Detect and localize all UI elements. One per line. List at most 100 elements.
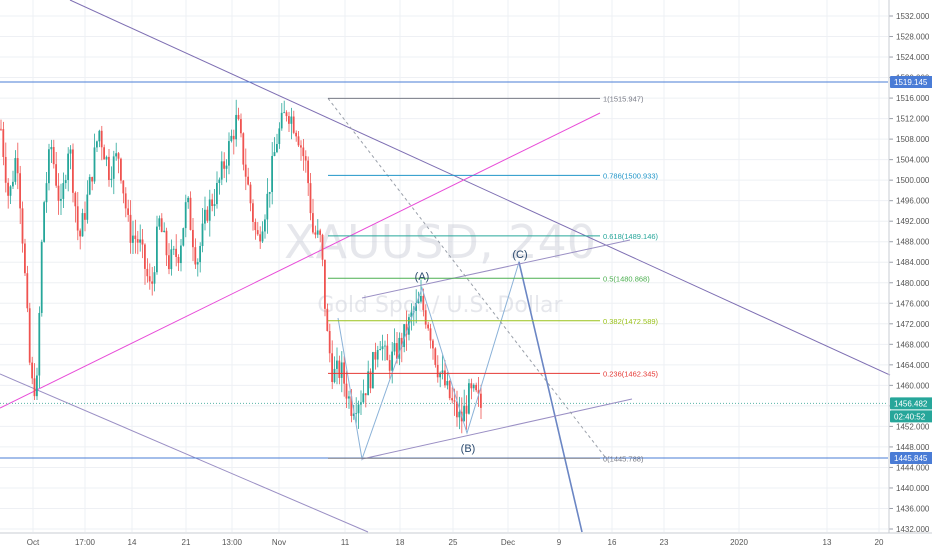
channel-lower-line	[361, 398, 633, 460]
y-tick-label: 1444.000	[896, 463, 930, 472]
candle-body	[165, 230, 168, 256]
candle-body	[403, 324, 405, 348]
candle-body	[249, 184, 252, 204]
candle-body	[115, 153, 117, 157]
candle-body	[480, 393, 482, 408]
candle-body	[43, 202, 45, 242]
candle-body	[453, 400, 456, 402]
candle-body	[256, 230, 259, 235]
candle-body	[120, 158, 122, 181]
candle-body	[76, 206, 79, 231]
candle-body	[297, 136, 300, 146]
candle-body	[108, 156, 110, 180]
candle-body	[117, 153, 120, 159]
candle-body	[216, 182, 218, 205]
candle-body	[285, 112, 288, 117]
candle-body	[163, 230, 165, 232]
candle-body	[374, 352, 377, 360]
candle-body	[7, 182, 9, 196]
candle-body	[312, 213, 314, 233]
candle-body	[31, 362, 33, 379]
candle-body	[396, 343, 398, 359]
candle-body	[307, 160, 309, 184]
y-tick-label: 1468.000	[896, 340, 930, 349]
candle-body	[295, 132, 297, 137]
candle-body	[14, 158, 17, 182]
candle-body	[456, 401, 458, 418]
candle-body	[398, 337, 401, 359]
candle-body	[127, 208, 129, 215]
candle-body	[254, 221, 257, 231]
candle-body	[372, 352, 374, 389]
candle-body	[213, 204, 216, 207]
ascending-trendline-pink	[0, 112, 601, 409]
candle-body	[436, 364, 439, 378]
candle-body	[357, 404, 360, 414]
x-tick-label: 23	[660, 538, 669, 547]
price-badge	[890, 451, 932, 464]
candle-body	[158, 218, 161, 227]
candle-body	[62, 183, 65, 199]
candle-body	[201, 223, 204, 247]
candle-body	[384, 345, 386, 347]
candle-body	[427, 324, 429, 329]
candle-body	[345, 383, 348, 399]
candle-body	[420, 295, 422, 302]
x-tick-label: 9	[557, 538, 562, 547]
y-tick-label: 1516.000	[896, 94, 930, 103]
y-tick-label: 1448.000	[896, 443, 930, 452]
candle-body	[333, 368, 336, 383]
candle-body	[103, 147, 105, 160]
fib-level-label: 0(1445.788)	[603, 454, 644, 463]
candle-body	[278, 128, 281, 144]
descending-trendline-upper	[69, 0, 891, 376]
y-tick-label: 1484.000	[896, 258, 930, 267]
x-tick-label: 18	[396, 538, 405, 547]
candle-body	[247, 176, 249, 185]
candle-body	[261, 231, 264, 242]
candle-body	[175, 248, 177, 257]
candle-body	[393, 343, 396, 352]
candle-body	[434, 348, 437, 365]
fib-level-label: 0.236(1462.345)	[603, 369, 659, 378]
candle-body	[16, 158, 19, 174]
candle-body	[400, 337, 403, 348]
candle-body	[340, 362, 343, 378]
candle-body	[124, 193, 127, 209]
x-tick-label: 11	[341, 538, 350, 547]
candle-body	[50, 147, 53, 150]
candle-body	[230, 135, 233, 142]
y-tick-label: 1464.000	[896, 361, 930, 370]
channel-upper-line	[361, 239, 631, 299]
y-tick-label: 1524.000	[896, 53, 930, 62]
candle-body	[336, 360, 338, 369]
candle-body	[211, 199, 213, 207]
candle-body	[192, 229, 194, 248]
y-tick-label: 1512.000	[896, 115, 930, 124]
y-tick-label: 1500.000	[896, 176, 930, 185]
candle-body	[189, 197, 192, 230]
price-badge	[890, 410, 932, 423]
candle-body	[376, 349, 379, 360]
candle-body	[98, 130, 101, 142]
candle-body	[424, 310, 427, 325]
price-badge-label: 1456.482	[894, 399, 928, 408]
fib-level-label: 0.786(1500.933)	[603, 171, 659, 180]
candle-body	[218, 179, 221, 183]
candle-body	[220, 161, 223, 180]
candle-body	[439, 372, 441, 378]
candle-body	[381, 346, 384, 350]
candle-body	[477, 390, 480, 394]
candle-body	[194, 247, 197, 265]
candle-body	[283, 112, 285, 114]
candle-body	[309, 183, 312, 214]
candle-body	[146, 268, 149, 277]
wave-c-projection	[518, 261, 583, 533]
y-tick-label: 1528.000	[896, 33, 930, 42]
candle-body	[355, 413, 357, 415]
candle-body	[235, 114, 237, 140]
candle-body	[26, 273, 29, 309]
candle-body	[67, 153, 69, 181]
candle-body	[36, 375, 38, 397]
